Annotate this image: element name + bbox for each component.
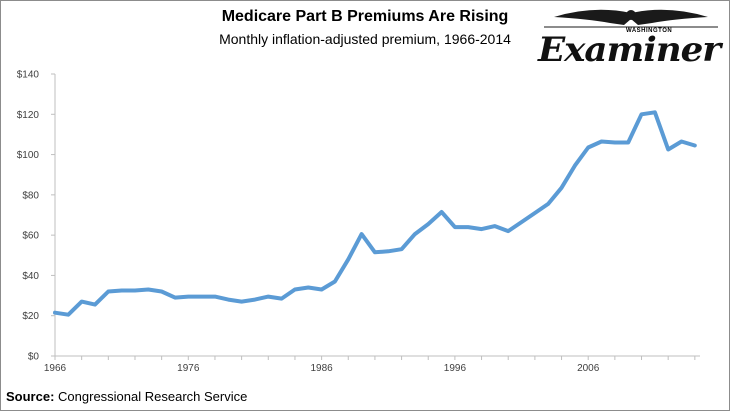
y-tick-label: $40: [22, 271, 39, 282]
y-tick-label: $120: [17, 110, 40, 121]
eagle-icon: [544, 9, 718, 28]
logo-examiner-text: Examiner: [538, 30, 721, 70]
source-text: Congressional Research Service: [58, 389, 248, 404]
y-tick-label: $80: [22, 190, 39, 201]
x-tick-label: 1986: [310, 363, 333, 374]
x-tick-label: 1966: [44, 363, 67, 374]
x-tick-label: 1976: [177, 363, 200, 374]
chart-title: Medicare Part B Premiums Are Rising: [221, 8, 509, 25]
y-tick-label: $60: [22, 231, 39, 242]
chart-subtitle: Monthly inflation-adjusted premium, 1966…: [219, 31, 511, 47]
source-note: Source: Congressional Research Service: [6, 389, 247, 404]
y-tick-label: $0: [28, 352, 40, 363]
logo-washington-text: WASHINGTON: [626, 28, 673, 34]
y-tick-label: $20: [22, 311, 39, 322]
y-tick-label: $100: [17, 150, 40, 161]
x-tick-label: 1996: [444, 363, 467, 374]
series-line: [53, 110, 697, 317]
x-tick-label: 2006: [577, 363, 600, 374]
source-label: Source:: [6, 389, 55, 404]
washington-examiner-logo: WASHINGTON Examiner: [534, 3, 728, 73]
y-tick-label: $140: [17, 70, 40, 81]
